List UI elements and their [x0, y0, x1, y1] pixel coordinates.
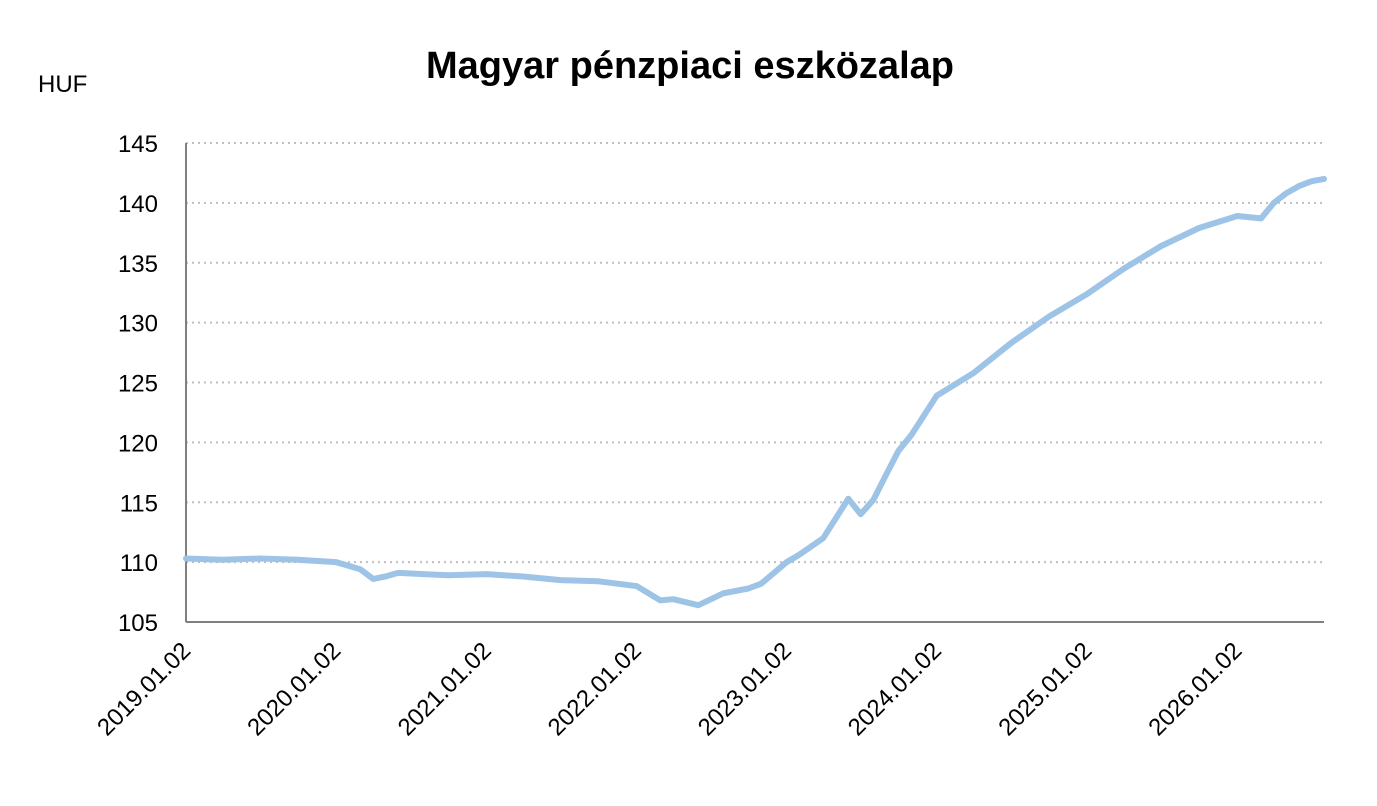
y-axis-unit-label: HUF	[38, 71, 87, 98]
y-tick-label: 135	[118, 251, 158, 278]
y-tick-label: 110	[120, 550, 158, 577]
x-tick-label: 2022.01.02	[543, 637, 647, 741]
y-tick-label: 115	[120, 490, 158, 517]
y-axis-ticks: 145 140 135 130 125 120 115 110 105	[118, 131, 158, 637]
y-tick-label: 105	[118, 610, 158, 637]
chart-title: Magyar pénzpiaci eszközalap	[426, 45, 954, 87]
gridlines	[186, 142, 1324, 564]
x-tick-label: 2023.01.02	[693, 637, 797, 741]
x-tick-label: 2019.01.02	[92, 637, 196, 741]
x-tick-label: 2024.01.02	[843, 637, 947, 741]
x-axis-ticks: 2019.01.02 2020.01.02 2021.01.02 2022.01.02…	[92, 637, 1247, 741]
y-tick-label: 120	[118, 430, 158, 457]
x-tick-label: 2020.01.02	[242, 637, 346, 741]
y-tick-label: 130	[118, 311, 158, 338]
y-tick-label: 125	[118, 371, 158, 398]
y-tick-label: 145	[118, 131, 158, 158]
series-line	[183, 175, 1327, 609]
x-tick-label: 2026.01.02	[1143, 637, 1247, 741]
x-tick-label: 2021.01.02	[393, 637, 497, 741]
x-tick-label: 2025.01.02	[993, 637, 1097, 741]
y-tick-label: 140	[118, 191, 158, 218]
